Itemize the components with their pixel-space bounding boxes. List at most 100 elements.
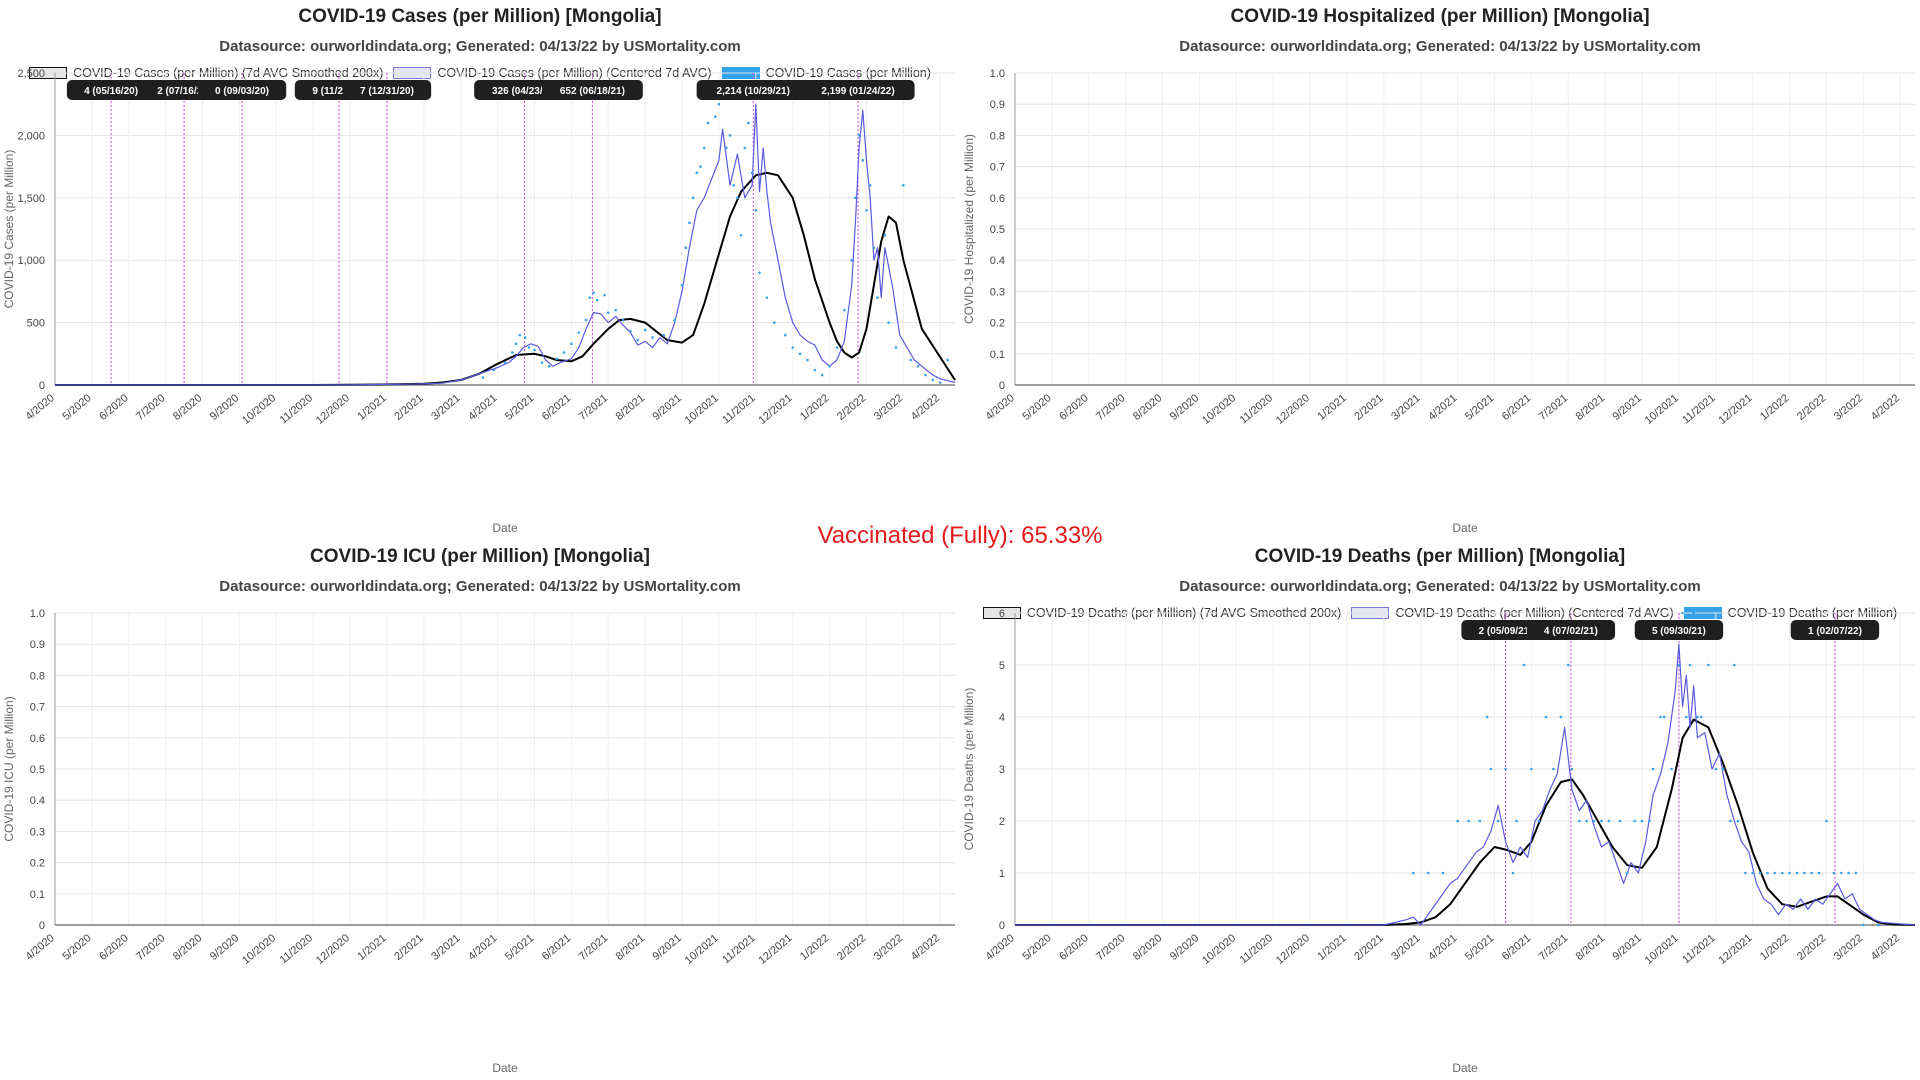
raw-data-point xyxy=(1504,767,1507,771)
x-tick-label: 2/2022 xyxy=(835,932,868,963)
annotation-label-text: 326 (04/23/21) xyxy=(492,86,557,97)
raw-data-point xyxy=(533,348,536,352)
raw-data-point xyxy=(1714,767,1718,771)
y-tick-label: 0.8 xyxy=(990,130,1005,142)
x-tick-label: 4/2020 xyxy=(983,932,1016,963)
raw-data-point xyxy=(1699,715,1703,719)
y-tick-label: 0 xyxy=(39,380,45,392)
cases-chart-panel: COVID-19 Cases (per Million) [Mongolia] … xyxy=(0,0,960,540)
raw-data-point xyxy=(725,146,728,150)
x-tick-label: 6/2020 xyxy=(97,932,130,963)
y-tick-label: 500 xyxy=(27,318,45,330)
y-tick-label: 1,500 xyxy=(17,193,45,205)
x-tick-label: 5/2021 xyxy=(1463,392,1496,423)
deaths-chart-panel: COVID-19 Deaths (per Million) [Mongolia]… xyxy=(960,540,1920,1080)
x-tick-label: 12/2020 xyxy=(1274,392,1312,427)
raw-data-point xyxy=(850,258,854,262)
x-tick-label: 11/2021 xyxy=(1680,932,1718,966)
raw-data-point xyxy=(1825,819,1828,823)
annotation-label-box xyxy=(197,80,287,100)
annotation-label-text: 7 (12/31/20) xyxy=(360,86,414,97)
raw-data-point xyxy=(603,293,606,297)
x-tick-label: 3/2022 xyxy=(1832,932,1865,963)
raw-data-point xyxy=(1780,871,1784,875)
raw-data-point xyxy=(547,364,551,368)
y-tick-label: 0.4 xyxy=(30,795,45,807)
raw-data-point xyxy=(1773,871,1777,875)
chart-title: COVID-19 Deaths (per Million) [Mongolia] xyxy=(1254,546,1626,567)
raw-data-point xyxy=(706,121,710,125)
y-tick-label: 1,000 xyxy=(17,255,45,267)
smoothed-series-line xyxy=(1015,718,1916,926)
y-tick-label: 6 xyxy=(999,608,1005,620)
raw-data-point xyxy=(1696,715,1699,719)
x-tick-label: 12/2021 xyxy=(1716,392,1754,427)
x-tick-label: 11/2020 xyxy=(278,932,316,966)
raw-data-point xyxy=(1847,871,1850,875)
raw-data-point xyxy=(492,368,496,372)
y-tick-label: 2,000 xyxy=(17,130,45,142)
chart-subtitle: Datasource: ourworldindata.org; Generate… xyxy=(1179,578,1701,595)
raw-data-point xyxy=(691,196,695,200)
raw-data-point xyxy=(1559,715,1563,719)
raw-data-point xyxy=(606,311,610,314)
icu-chart: 00.10.20.30.40.50.60.70.80.91.04/2020 5/2… xyxy=(2,608,955,1075)
x-tick-label: 7/2021 xyxy=(577,932,610,963)
raw-data-point xyxy=(514,342,518,346)
raw-data-point xyxy=(1585,819,1589,823)
raw-data-point xyxy=(1625,871,1629,875)
x-tick-label: 11/2020 xyxy=(1238,392,1276,426)
raw-data-point xyxy=(651,336,654,339)
x-tick-label: 12/2020 xyxy=(1274,932,1312,967)
raw-data-point xyxy=(713,115,717,118)
x-tick-label: 4/2021 xyxy=(466,392,499,423)
raw-data-point xyxy=(865,208,868,212)
annotation-label-text: 4 (05/16/20) xyxy=(84,86,138,97)
raw-data-point xyxy=(754,208,758,212)
raw-data-point xyxy=(1795,871,1799,875)
raw-data-point xyxy=(806,358,809,362)
raw-data-point xyxy=(1766,871,1769,875)
annotation-label-box xyxy=(1634,620,1724,640)
x-tick-label: 1/2021 xyxy=(355,392,388,423)
chart-title: COVID-19 Cases (per Million) [Mongolia] xyxy=(298,6,662,27)
raw-data-point xyxy=(662,333,665,337)
raw-data-point xyxy=(1633,819,1636,823)
x-tick-label: 8/2020 xyxy=(1131,932,1164,963)
raw-data-point xyxy=(902,184,905,187)
raw-data-point xyxy=(588,296,592,299)
x-tick-label: 7/2020 xyxy=(134,392,167,423)
raw-data-point xyxy=(1530,767,1533,771)
raw-data-point xyxy=(1522,663,1526,667)
raw-data-point xyxy=(1681,611,1684,615)
y-tick-label: 4 xyxy=(999,712,1005,724)
raw-data-point xyxy=(518,333,522,337)
x-tick-label: 1/2022 xyxy=(798,932,831,963)
annotation-label: 7 (12/31/20) xyxy=(342,80,432,100)
x-tick-label: 5/2021 xyxy=(503,932,536,963)
x-axis-title: Date xyxy=(1452,1061,1478,1075)
raw-data-point xyxy=(894,346,898,349)
raw-data-point xyxy=(673,318,676,322)
y-tick-label: 0 xyxy=(999,380,1005,392)
raw-data-point xyxy=(931,378,935,382)
annotation-label-text: 1 (02/07/22) xyxy=(1808,626,1862,637)
x-tick-label: 7/2021 xyxy=(1537,392,1570,423)
y-tick-label: 0 xyxy=(39,920,45,932)
raw-data-point xyxy=(1607,819,1611,823)
raw-data-point xyxy=(924,373,927,377)
y-axis-title: COVID-19 ICU (per Million) xyxy=(2,696,16,841)
x-tick-label: 9/2021 xyxy=(650,932,683,963)
raw-data-point xyxy=(1839,871,1843,875)
x-tick-label: 9/2021 xyxy=(650,392,683,423)
x-tick-label: 7/2020 xyxy=(1094,392,1127,423)
annotation-label-box xyxy=(1790,620,1880,640)
y-tick-label: 0.6 xyxy=(30,733,45,745)
raw-data-point xyxy=(750,171,754,175)
raw-data-point xyxy=(523,336,527,339)
raw-data-point xyxy=(1758,871,1762,875)
raw-data-point xyxy=(857,134,861,137)
raw-data-point xyxy=(946,358,949,362)
raw-data-point xyxy=(828,364,831,368)
